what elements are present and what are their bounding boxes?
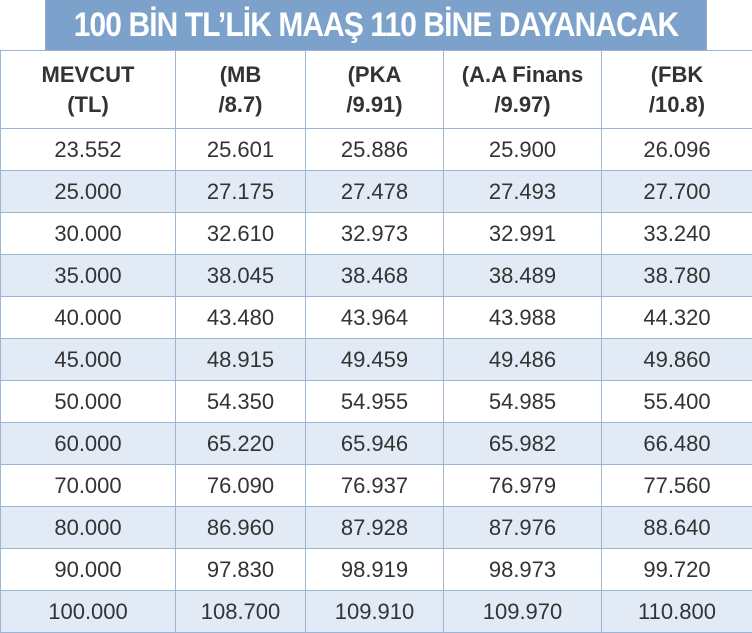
title: 100 BİN TL’LİK MAAŞ 110 BİNE DAYANACAK — [45, 0, 707, 50]
table-cell: 45.000 — [1, 339, 176, 381]
table-cell: 33.240 — [602, 213, 752, 255]
table-cell: 76.937 — [306, 465, 444, 507]
table-cell: 25.900 — [444, 129, 602, 171]
table-cell: 43.480 — [176, 297, 306, 339]
table-cell: 86.960 — [176, 507, 306, 549]
table-cell: 38.780 — [602, 255, 752, 297]
column-header: (A.A Finans/9.97) — [444, 51, 602, 129]
table-cell: 100.000 — [1, 591, 176, 633]
table-cell: 54.985 — [444, 381, 602, 423]
header-line: /9.91) — [306, 90, 443, 120]
table-cell: 40.000 — [1, 297, 176, 339]
table-cell: 49.486 — [444, 339, 602, 381]
table-cell: 44.320 — [602, 297, 752, 339]
header-line: (PKA — [306, 60, 443, 90]
table-cell: 43.964 — [306, 297, 444, 339]
table-cell: 98.973 — [444, 549, 602, 591]
table-cell: 76.090 — [176, 465, 306, 507]
table-cell: 54.955 — [306, 381, 444, 423]
table-cell: 25.000 — [1, 171, 176, 213]
table-cell: 70.000 — [1, 465, 176, 507]
table-cell: 55.400 — [602, 381, 752, 423]
table-cell: 110.800 — [602, 591, 752, 633]
table-cell: 25.601 — [176, 129, 306, 171]
header-row: MEVCUT(TL)(MB/8.7)(PKA/9.91)(A.A Finans/… — [1, 51, 752, 129]
column-header: (MB/8.7) — [176, 51, 306, 129]
table-cell: 109.910 — [306, 591, 444, 633]
table-cell: 27.175 — [176, 171, 306, 213]
table-cell: 25.886 — [306, 129, 444, 171]
column-header: (PKA/9.91) — [306, 51, 444, 129]
table-cell: 50.000 — [1, 381, 176, 423]
table-cell: 48.915 — [176, 339, 306, 381]
salary-table: MEVCUT(TL)(MB/8.7)(PKA/9.91)(A.A Finans/… — [0, 50, 752, 633]
table-cell: 43.988 — [444, 297, 602, 339]
table-cell: 87.928 — [306, 507, 444, 549]
table-cell: 30.000 — [1, 213, 176, 255]
table-cell: 60.000 — [1, 423, 176, 465]
header-line: (MB — [176, 60, 305, 90]
table-cell: 87.976 — [444, 507, 602, 549]
table-cell: 38.045 — [176, 255, 306, 297]
table-cell: 32.991 — [444, 213, 602, 255]
table-cell: 65.982 — [444, 423, 602, 465]
table-cell: 76.979 — [444, 465, 602, 507]
header-line: (TL) — [1, 90, 175, 120]
header-line: /10.8) — [602, 90, 752, 120]
table-cell: 90.000 — [1, 549, 176, 591]
table-cell: 109.970 — [444, 591, 602, 633]
table-cell: 27.700 — [602, 171, 752, 213]
table-cell: 66.480 — [602, 423, 752, 465]
table-cell: 27.478 — [306, 171, 444, 213]
table-cell: 99.720 — [602, 549, 752, 591]
table-cell: 38.489 — [444, 255, 602, 297]
table-cell: 77.560 — [602, 465, 752, 507]
table-cell: 65.946 — [306, 423, 444, 465]
header-line: /8.7) — [176, 90, 305, 120]
table-cell: 88.640 — [602, 507, 752, 549]
header-line: (A.A Finans — [444, 60, 601, 90]
column-header: (FBK/10.8) — [602, 51, 752, 129]
table-cell: 38.468 — [306, 255, 444, 297]
table-cell: 32.973 — [306, 213, 444, 255]
header-line: /9.97) — [444, 90, 601, 120]
table-cell: 54.350 — [176, 381, 306, 423]
table-cell: 23.552 — [1, 129, 176, 171]
header-line: MEVCUT — [1, 60, 175, 90]
table-cell: 27.493 — [444, 171, 602, 213]
table-cell: 98.919 — [306, 549, 444, 591]
table-cell: 26.096 — [602, 129, 752, 171]
table-wrap: MEVCUT(TL)(MB/8.7)(PKA/9.91)(A.A Finans/… — [0, 50, 752, 631]
table-cell: 32.610 — [176, 213, 306, 255]
column-header: MEVCUT(TL) — [1, 51, 176, 129]
table-cell: 97.830 — [176, 549, 306, 591]
table-cell: 108.700 — [176, 591, 306, 633]
table-cell: 80.000 — [1, 507, 176, 549]
table-cell: 49.860 — [602, 339, 752, 381]
table-cell: 49.459 — [306, 339, 444, 381]
table-cell: 35.000 — [1, 255, 176, 297]
table-cell: 65.220 — [176, 423, 306, 465]
header-line: (FBK — [602, 60, 752, 90]
